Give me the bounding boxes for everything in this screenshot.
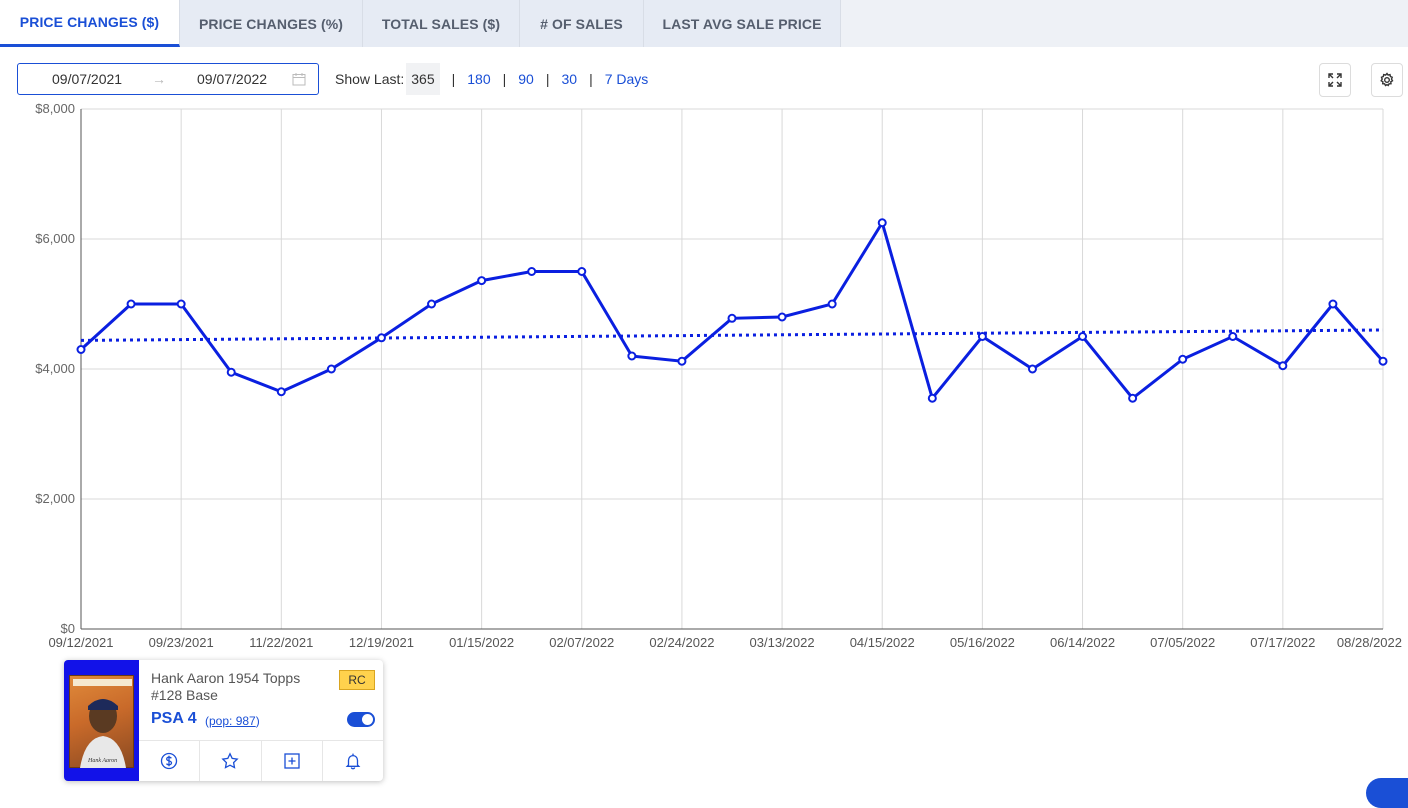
tab-total-sales[interactable]: TOTAL SALES ($)	[363, 0, 520, 47]
bell-icon	[345, 753, 361, 770]
y-tick-label: $4,000	[35, 361, 75, 376]
expand-icon	[1328, 73, 1342, 87]
show-last-7-days[interactable]: 7 Days	[604, 71, 649, 87]
x-tick-label: 12/19/2021	[349, 635, 414, 650]
x-tick-label: 09/12/2021	[48, 635, 113, 650]
population-link[interactable]: (pop: 987)	[205, 714, 260, 728]
star-icon	[221, 752, 239, 769]
separator: |	[451, 71, 456, 87]
settings-button[interactable]	[1371, 63, 1403, 97]
price-alert-button[interactable]	[323, 741, 383, 781]
price-action-button[interactable]	[139, 741, 201, 781]
show-last-current[interactable]: 365	[406, 63, 440, 95]
show-last-90[interactable]: 90	[518, 71, 534, 87]
x-tick-label: 02/24/2022	[649, 635, 714, 650]
card-info-panel: Hank Aaron Hank Aaron 1954 Topps #128 Ba…	[64, 660, 383, 781]
end-date-input[interactable]: 09/07/2022	[197, 71, 268, 87]
x-tick-label: 01/15/2022	[449, 635, 514, 650]
data-point[interactable]	[1328, 299, 1338, 309]
fullscreen-button[interactable]	[1319, 63, 1351, 97]
tab-last-avg-sale-price[interactable]: LAST AVG SALE PRICE	[644, 0, 841, 47]
card-name-line2: #128 Base	[151, 687, 218, 703]
data-point[interactable]	[877, 218, 887, 228]
data-point[interactable]	[627, 351, 637, 361]
card-thumbnail[interactable]: Hank Aaron	[64, 660, 139, 781]
watchlist-button[interactable]	[200, 741, 262, 781]
data-point[interactable]	[827, 299, 837, 309]
tab-number-of-sales[interactable]: # OF SALES	[520, 0, 644, 47]
x-tick-label: 02/07/2022	[549, 635, 614, 650]
x-tick-label: 11/22/2021	[249, 635, 313, 650]
data-point[interactable]	[727, 313, 737, 323]
series-visibility-toggle[interactable]	[347, 712, 375, 727]
card-actions	[139, 740, 383, 781]
x-tick-label: 09/23/2021	[149, 635, 214, 650]
show-last-filter: Show Last: 365 | 180 | 90 | 30 | 7 Days	[335, 63, 648, 95]
trend-line	[80, 328, 1384, 342]
date-range-picker[interactable]: 09/07/2021 → 09/07/2022	[17, 63, 319, 95]
data-point[interactable]	[477, 276, 487, 286]
show-last-30[interactable]: 30	[561, 71, 578, 87]
data-point[interactable]	[1027, 364, 1037, 374]
data-point[interactable]	[176, 299, 186, 309]
data-point[interactable]	[527, 267, 537, 276]
start-date-input[interactable]: 09/07/2021	[52, 71, 123, 87]
tab-price-changes-percent[interactable]: PRICE CHANGES (%)	[180, 0, 363, 47]
range-arrow: →	[152, 71, 166, 87]
data-point[interactable]	[1228, 332, 1238, 341]
y-tick-label: $2,000	[35, 491, 75, 506]
card-name-line1: Hank Aaron 1954 Topps	[151, 670, 301, 686]
x-tick-label: 08/28/2022	[1337, 635, 1402, 650]
dollar-icon	[160, 752, 178, 770]
separator: |	[502, 71, 507, 87]
rookie-card-badge: RC	[339, 670, 375, 690]
gear-icon	[1380, 72, 1394, 87]
tab-bar: PRICE CHANGES ($) PRICE CHANGES (%) TOTA…	[0, 0, 1408, 47]
y-tick-label: $8,000	[35, 101, 75, 116]
price-series-line	[79, 219, 1385, 402]
data-point[interactable]	[1378, 356, 1388, 366]
show-last-label: Show Last:	[335, 71, 405, 87]
data-point[interactable]	[1178, 354, 1188, 364]
y-tick-label: $6,000	[35, 231, 75, 246]
show-last-180[interactable]: 180	[467, 71, 491, 87]
population-value[interactable]: pop: 987	[209, 714, 256, 728]
data-point[interactable]	[777, 312, 787, 322]
data-point[interactable]	[226, 367, 236, 377]
tab-price-changes-dollar[interactable]: PRICE CHANGES ($)	[0, 0, 180, 47]
chat-launcher-button[interactable]	[1366, 778, 1408, 808]
data-point[interactable]	[427, 299, 437, 309]
x-tick-label: 05/16/2022	[950, 635, 1015, 650]
data-point[interactable]	[1278, 361, 1288, 371]
data-point[interactable]	[326, 364, 336, 374]
separator: |	[545, 71, 550, 87]
data-point[interactable]	[677, 356, 687, 366]
card-name: Hank Aaron 1954 Topps #128 Base	[151, 670, 331, 704]
data-point[interactable]	[1128, 393, 1138, 403]
data-point[interactable]	[1078, 332, 1088, 341]
data-point[interactable]	[76, 345, 86, 354]
y-tick-label: $0	[61, 621, 75, 636]
x-tick-label: 07/05/2022	[1150, 635, 1215, 650]
x-tick-label: 07/17/2022	[1250, 635, 1315, 650]
data-point[interactable]	[126, 299, 136, 309]
svg-text:Hank Aaron: Hank Aaron	[87, 758, 117, 764]
plus-square-icon	[283, 753, 300, 769]
price-line-chart: $0 $2,000 $4,000 $6,000 $8,000 09/12/2021 09/2…	[35, 101, 1402, 650]
data-point[interactable]	[927, 393, 937, 403]
x-tick-label: 03/13/2022	[750, 635, 815, 650]
x-tick-label: 04/15/2022	[850, 635, 915, 650]
separator: |	[589, 71, 593, 87]
card-image: Hank Aaron	[69, 675, 134, 768]
add-to-collection-button[interactable]	[262, 741, 323, 781]
card-grade: PSA 4	[151, 710, 197, 727]
calendar-icon[interactable]	[292, 72, 306, 89]
data-point[interactable]	[276, 387, 286, 397]
data-point[interactable]	[577, 267, 587, 276]
data-point[interactable]	[977, 332, 987, 341]
x-tick-label: 06/14/2022	[1050, 635, 1115, 650]
data-point[interactable]	[376, 333, 386, 343]
